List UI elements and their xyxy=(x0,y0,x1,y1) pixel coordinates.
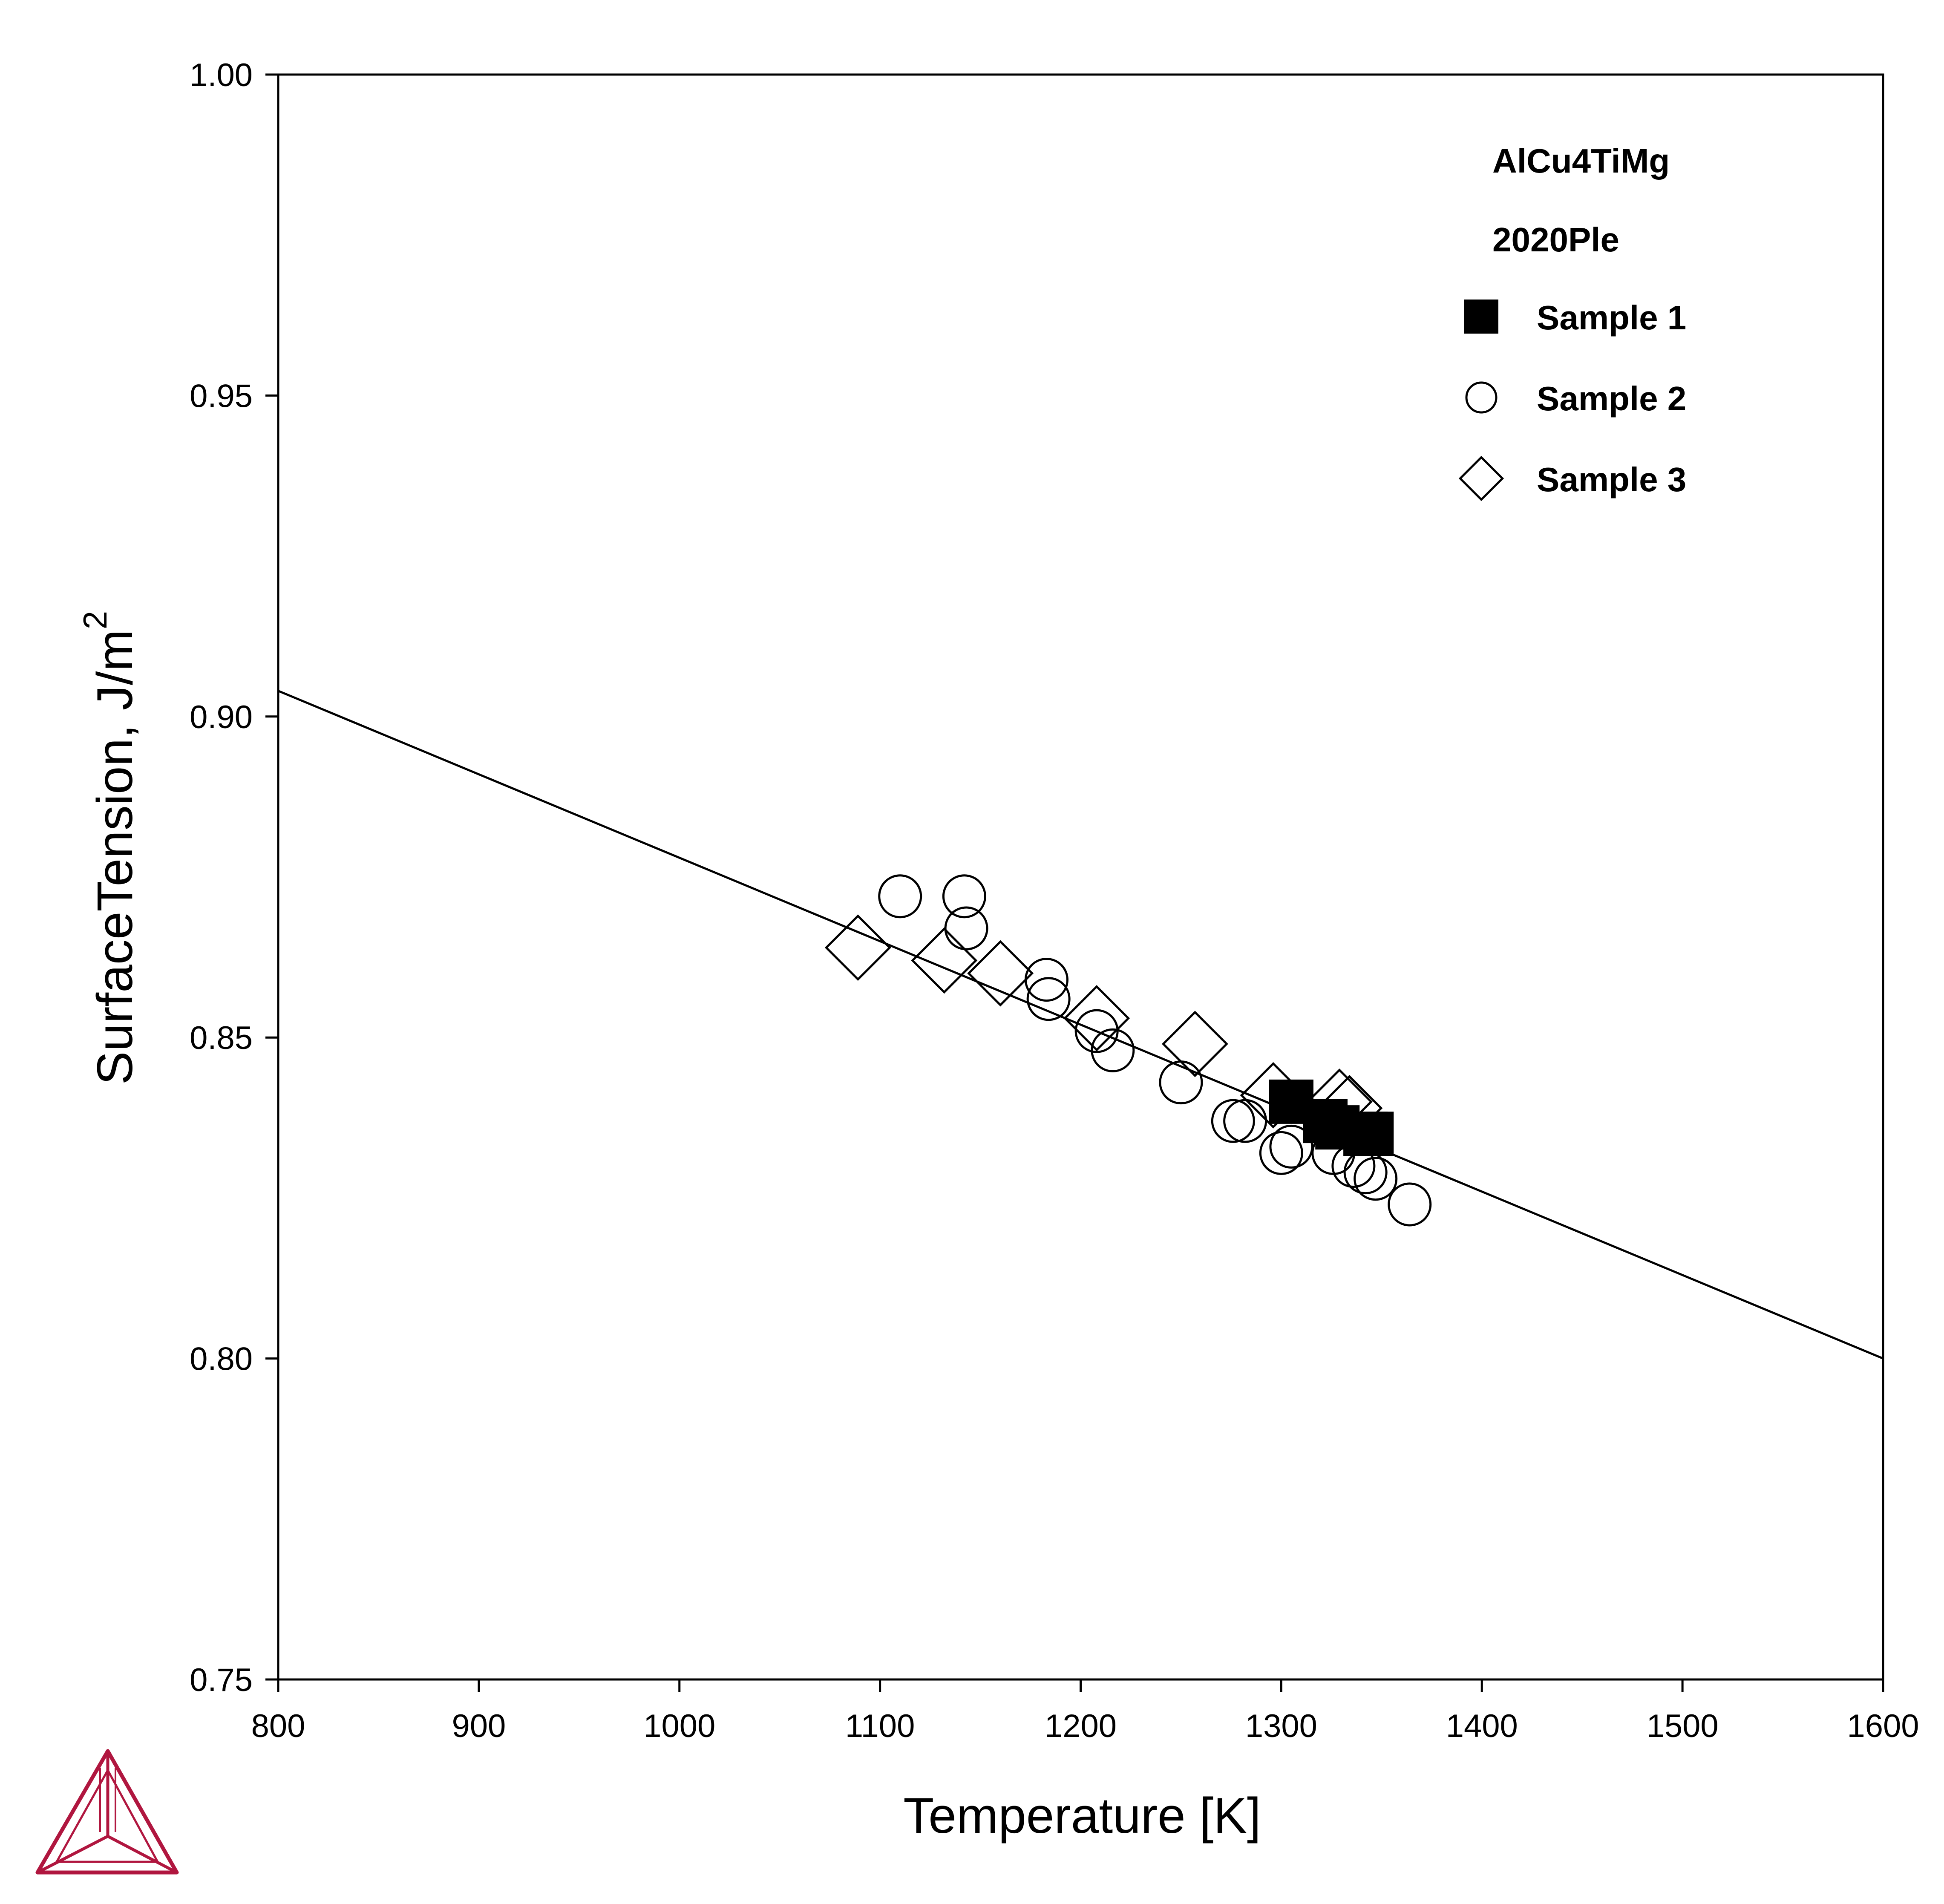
x-axis: 800 900 1000 1100 1200 1300 1400 1500 1600 xyxy=(251,1679,1919,1744)
sample-2-point xyxy=(1269,1124,1313,1169)
y-axis-title-superscript: 2 xyxy=(76,611,114,629)
sample-3-point xyxy=(911,927,978,994)
legend-label-3: Sample 3 xyxy=(1537,461,1686,498)
sample-3-point xyxy=(824,914,891,981)
logo-inner-outline xyxy=(55,1768,160,1863)
y-tick-label: 1.00 xyxy=(190,57,253,93)
y-axis: 0.75 0.80 0.85 0.90 0.95 1.00 xyxy=(190,57,278,1698)
sample-3-point xyxy=(1063,985,1130,1051)
sample-2-point xyxy=(1159,1060,1203,1105)
sample-2-point xyxy=(1259,1131,1303,1175)
legend: AlCu4TiMg 2020Ple Sample 1 Sample 2 Sample… xyxy=(1458,142,1686,501)
logo-edge xyxy=(107,1835,178,1874)
legend-title-line-1: AlCu4TiMg xyxy=(1492,142,1670,180)
sample-2-point xyxy=(1091,1028,1135,1072)
sample-2-point xyxy=(1223,1099,1267,1143)
y-axis-title-group: SurfaceTension, J/m2 xyxy=(76,611,143,1085)
sample-2-point xyxy=(1026,977,1071,1021)
x-tick-label: 1100 xyxy=(845,1708,915,1744)
x-tick-label: 900 xyxy=(452,1708,506,1744)
model-line-group xyxy=(278,690,1883,1360)
sample-2-point xyxy=(942,874,986,919)
y-tick-label: 0.95 xyxy=(190,378,253,414)
legend-marker-2 xyxy=(1465,381,1498,414)
sample-2-point xyxy=(878,874,922,919)
sample-2-point xyxy=(1074,1009,1119,1053)
legend-title-line-2: 2020Ple xyxy=(1492,221,1619,259)
sample-3-point xyxy=(967,940,1034,1007)
sample-2-point xyxy=(1354,1157,1398,1201)
x-tick-label: 1400 xyxy=(1446,1708,1518,1744)
y-axis-title: SurfaceTension, J/m xyxy=(87,629,143,1085)
legend-marker-1 xyxy=(1464,300,1498,334)
y-tick-label: 0.80 xyxy=(190,1341,253,1377)
thermo-calc-logo-icon xyxy=(35,1749,179,1875)
logo-outline xyxy=(35,1749,179,1875)
legend-label-2: Sample 2 xyxy=(1537,380,1686,418)
y-tick-label: 0.85 xyxy=(190,1020,253,1056)
x-tick-label: 1500 xyxy=(1647,1708,1719,1744)
model-line xyxy=(278,690,1883,1360)
logo-edge xyxy=(37,1835,109,1874)
y-tick-label: 0.90 xyxy=(190,699,253,735)
y-tick-label: 0.75 xyxy=(190,1662,253,1698)
sample-2-point xyxy=(1024,958,1068,1002)
sample-2-point xyxy=(1388,1182,1432,1227)
legend-marker-3 xyxy=(1458,455,1504,501)
x-axis-title: Temperature [K] xyxy=(903,1788,1261,1844)
x-tick-label: 1000 xyxy=(643,1708,715,1744)
sample-3-point xyxy=(1161,1011,1228,1077)
legend-label-1: Sample 1 xyxy=(1537,299,1686,337)
x-tick-label: 800 xyxy=(251,1708,305,1744)
x-tick-label: 1200 xyxy=(1045,1708,1117,1744)
x-tick-label: 1300 xyxy=(1245,1708,1317,1744)
x-tick-label: 1600 xyxy=(1847,1708,1919,1744)
sample-1-point xyxy=(1349,1112,1394,1156)
sample-2-point xyxy=(1211,1099,1255,1143)
svg-text:SurfaceTension, J/m2: SurfaceTension, J/m2 xyxy=(76,611,143,1085)
sample-2-point xyxy=(944,906,988,951)
data-markers xyxy=(824,874,1432,1227)
